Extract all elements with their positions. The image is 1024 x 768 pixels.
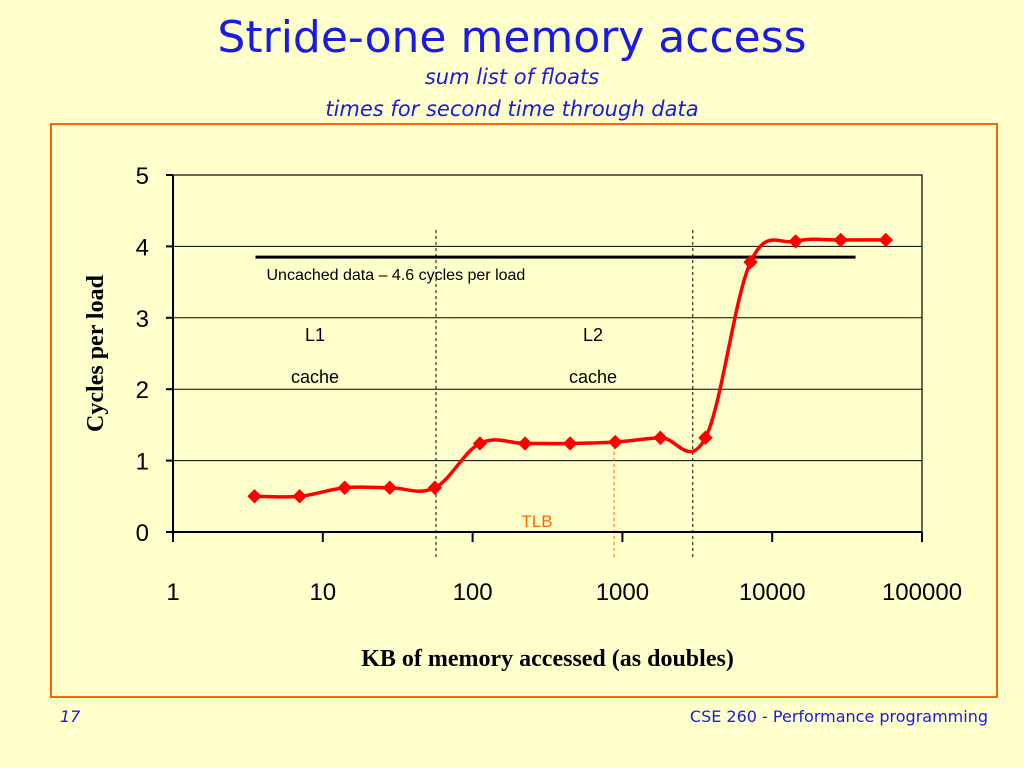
data-point: [292, 489, 307, 504]
l1-region-label-cache: cache: [291, 367, 339, 387]
y-tick-label: 1: [136, 449, 149, 476]
uncached-reference-label: Uncached data – 4.6 cycles per load: [267, 267, 526, 284]
l2-region-label-cache: cache: [569, 367, 617, 387]
data-point: [517, 436, 533, 451]
x-tick-label: 1000: [596, 579, 649, 606]
page-number: 17: [60, 707, 81, 726]
y-tick-label: 3: [136, 306, 149, 333]
data-markers: [247, 232, 894, 504]
data-point: [653, 430, 668, 445]
slide-title: Stride-one memory access: [217, 12, 807, 63]
x-tick-label: 1: [166, 579, 179, 606]
y-tick-label: 5: [136, 163, 149, 190]
x-tick-label: 100000: [882, 579, 962, 606]
series-line: [254, 237, 886, 499]
data-point: [382, 480, 397, 495]
x-tick-label: 10: [309, 579, 336, 606]
boundary-lines: [435, 230, 694, 560]
data-point: [788, 234, 803, 249]
tlb-label: TLB: [521, 512, 552, 531]
chart-frame: [50, 123, 998, 698]
data-point: [608, 434, 623, 450]
plot-area: [172, 174, 923, 533]
data-point: [337, 480, 352, 495]
y-tick-label: 0: [136, 520, 149, 547]
data-point: [562, 436, 578, 451]
y-axis-label: Cycles per load: [83, 274, 109, 432]
y-tick-label: 2: [136, 377, 149, 404]
data-point: [833, 232, 848, 248]
y-tick-label: 4: [136, 234, 149, 261]
data-point: [427, 480, 443, 495]
data-point: [698, 430, 713, 445]
data-point: [743, 254, 758, 270]
data-point: [247, 489, 262, 504]
l2-region-label: L2: [583, 325, 603, 345]
course-name: CSE 260 - Performance programming: [689, 707, 988, 726]
slide-subtitle-1: sum list of floats: [424, 65, 600, 89]
x-tick-label: 10000: [739, 579, 806, 606]
axes: 0 1 2 3 4 5 1 10 100 1000 10000 100000: [136, 163, 962, 606]
data-point: [472, 436, 488, 451]
slide-subtitle-2: times for second time through data: [325, 97, 699, 121]
x-tick-label: 100: [453, 579, 493, 606]
x-axis-label: KB of memory accessed (as doubles): [361, 646, 734, 672]
data-point: [878, 232, 894, 248]
gridlines: [173, 245, 922, 462]
l1-region-label: L1: [305, 325, 325, 345]
